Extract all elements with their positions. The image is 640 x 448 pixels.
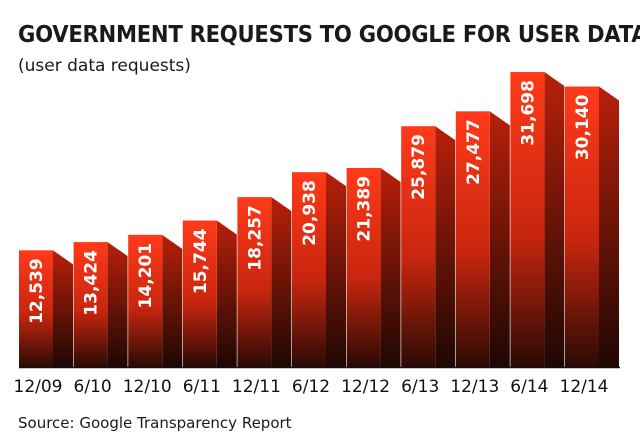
bar-value-label: 20,938 <box>300 180 320 246</box>
x-tick-label: 12/10 <box>123 377 172 397</box>
bar-value-label: 21,389 <box>355 176 375 242</box>
bar-value-label: 13,424 <box>82 250 102 316</box>
bar-side-12-12 <box>380 167 401 367</box>
bars-group <box>19 72 619 368</box>
bar-12-12 <box>346 167 381 367</box>
bar-side-12-09 <box>53 250 73 367</box>
x-tick-label: 6/12 <box>292 377 330 397</box>
bar-value-label: 12,539 <box>27 258 47 324</box>
bar-12-14 <box>565 86 599 368</box>
bar-value-label: 14,201 <box>136 243 156 309</box>
bar-side-6-12 <box>326 172 346 367</box>
bar-6-12 <box>292 172 326 367</box>
bar-side-12-10 <box>162 234 183 367</box>
x-tick-label: 6/11 <box>183 377 221 397</box>
bar-value-label: 15,744 <box>191 228 211 294</box>
x-tick-label: 6/14 <box>510 377 548 397</box>
x-tick-label: 6/13 <box>401 377 439 397</box>
bar-side-12-13 <box>489 111 510 367</box>
bar-6-11 <box>182 220 217 367</box>
x-tick-label: 12/12 <box>341 377 390 397</box>
chart-source: Source: Google Transparency Report <box>18 414 292 432</box>
bar-value-label: 18,257 <box>245 205 265 271</box>
bar-12-09 <box>19 250 53 367</box>
bar-side-12-14 <box>599 86 619 368</box>
bar-12-10 <box>128 234 163 367</box>
bar-value-label: 25,879 <box>409 134 429 200</box>
x-tick-label: 12/14 <box>560 377 609 397</box>
bar-side-6-13 <box>435 126 456 367</box>
bar-12-11 <box>237 197 272 367</box>
bar-12-13 <box>455 111 490 367</box>
chart-subtitle: (user data requests) <box>18 56 191 76</box>
bar-value-label: 27,477 <box>464 119 484 185</box>
bar-value-label: 30,140 <box>573 94 593 160</box>
bar-side-6-11 <box>216 220 237 367</box>
chart-title: GOVERNMENT REQUESTS TO GOOGLE FOR USER D… <box>18 22 640 48</box>
bar-6-14 <box>510 72 545 367</box>
bar-value-label: 31,698 <box>518 80 538 146</box>
x-tick-label: 6/10 <box>74 377 112 397</box>
data-labels-group: 12,539 13,424 14,201 15,744 18,257 20,938 21,3… <box>27 80 593 324</box>
x-tick-label: 12/11 <box>232 377 281 397</box>
x-tick-label: 12/13 <box>450 377 499 397</box>
bar-side-12-11 <box>271 197 292 367</box>
bar-side-6-10 <box>107 242 128 367</box>
x-tick-label: 12/09 <box>14 377 63 397</box>
x-axis-ticks: 12/09 6/10 12/10 6/11 12/11 6/12 12/12 6/13 12/1… <box>14 377 609 397</box>
bar-6-13 <box>401 126 436 367</box>
bar-6-10 <box>73 242 108 367</box>
bar-side-6-14 <box>544 72 565 367</box>
